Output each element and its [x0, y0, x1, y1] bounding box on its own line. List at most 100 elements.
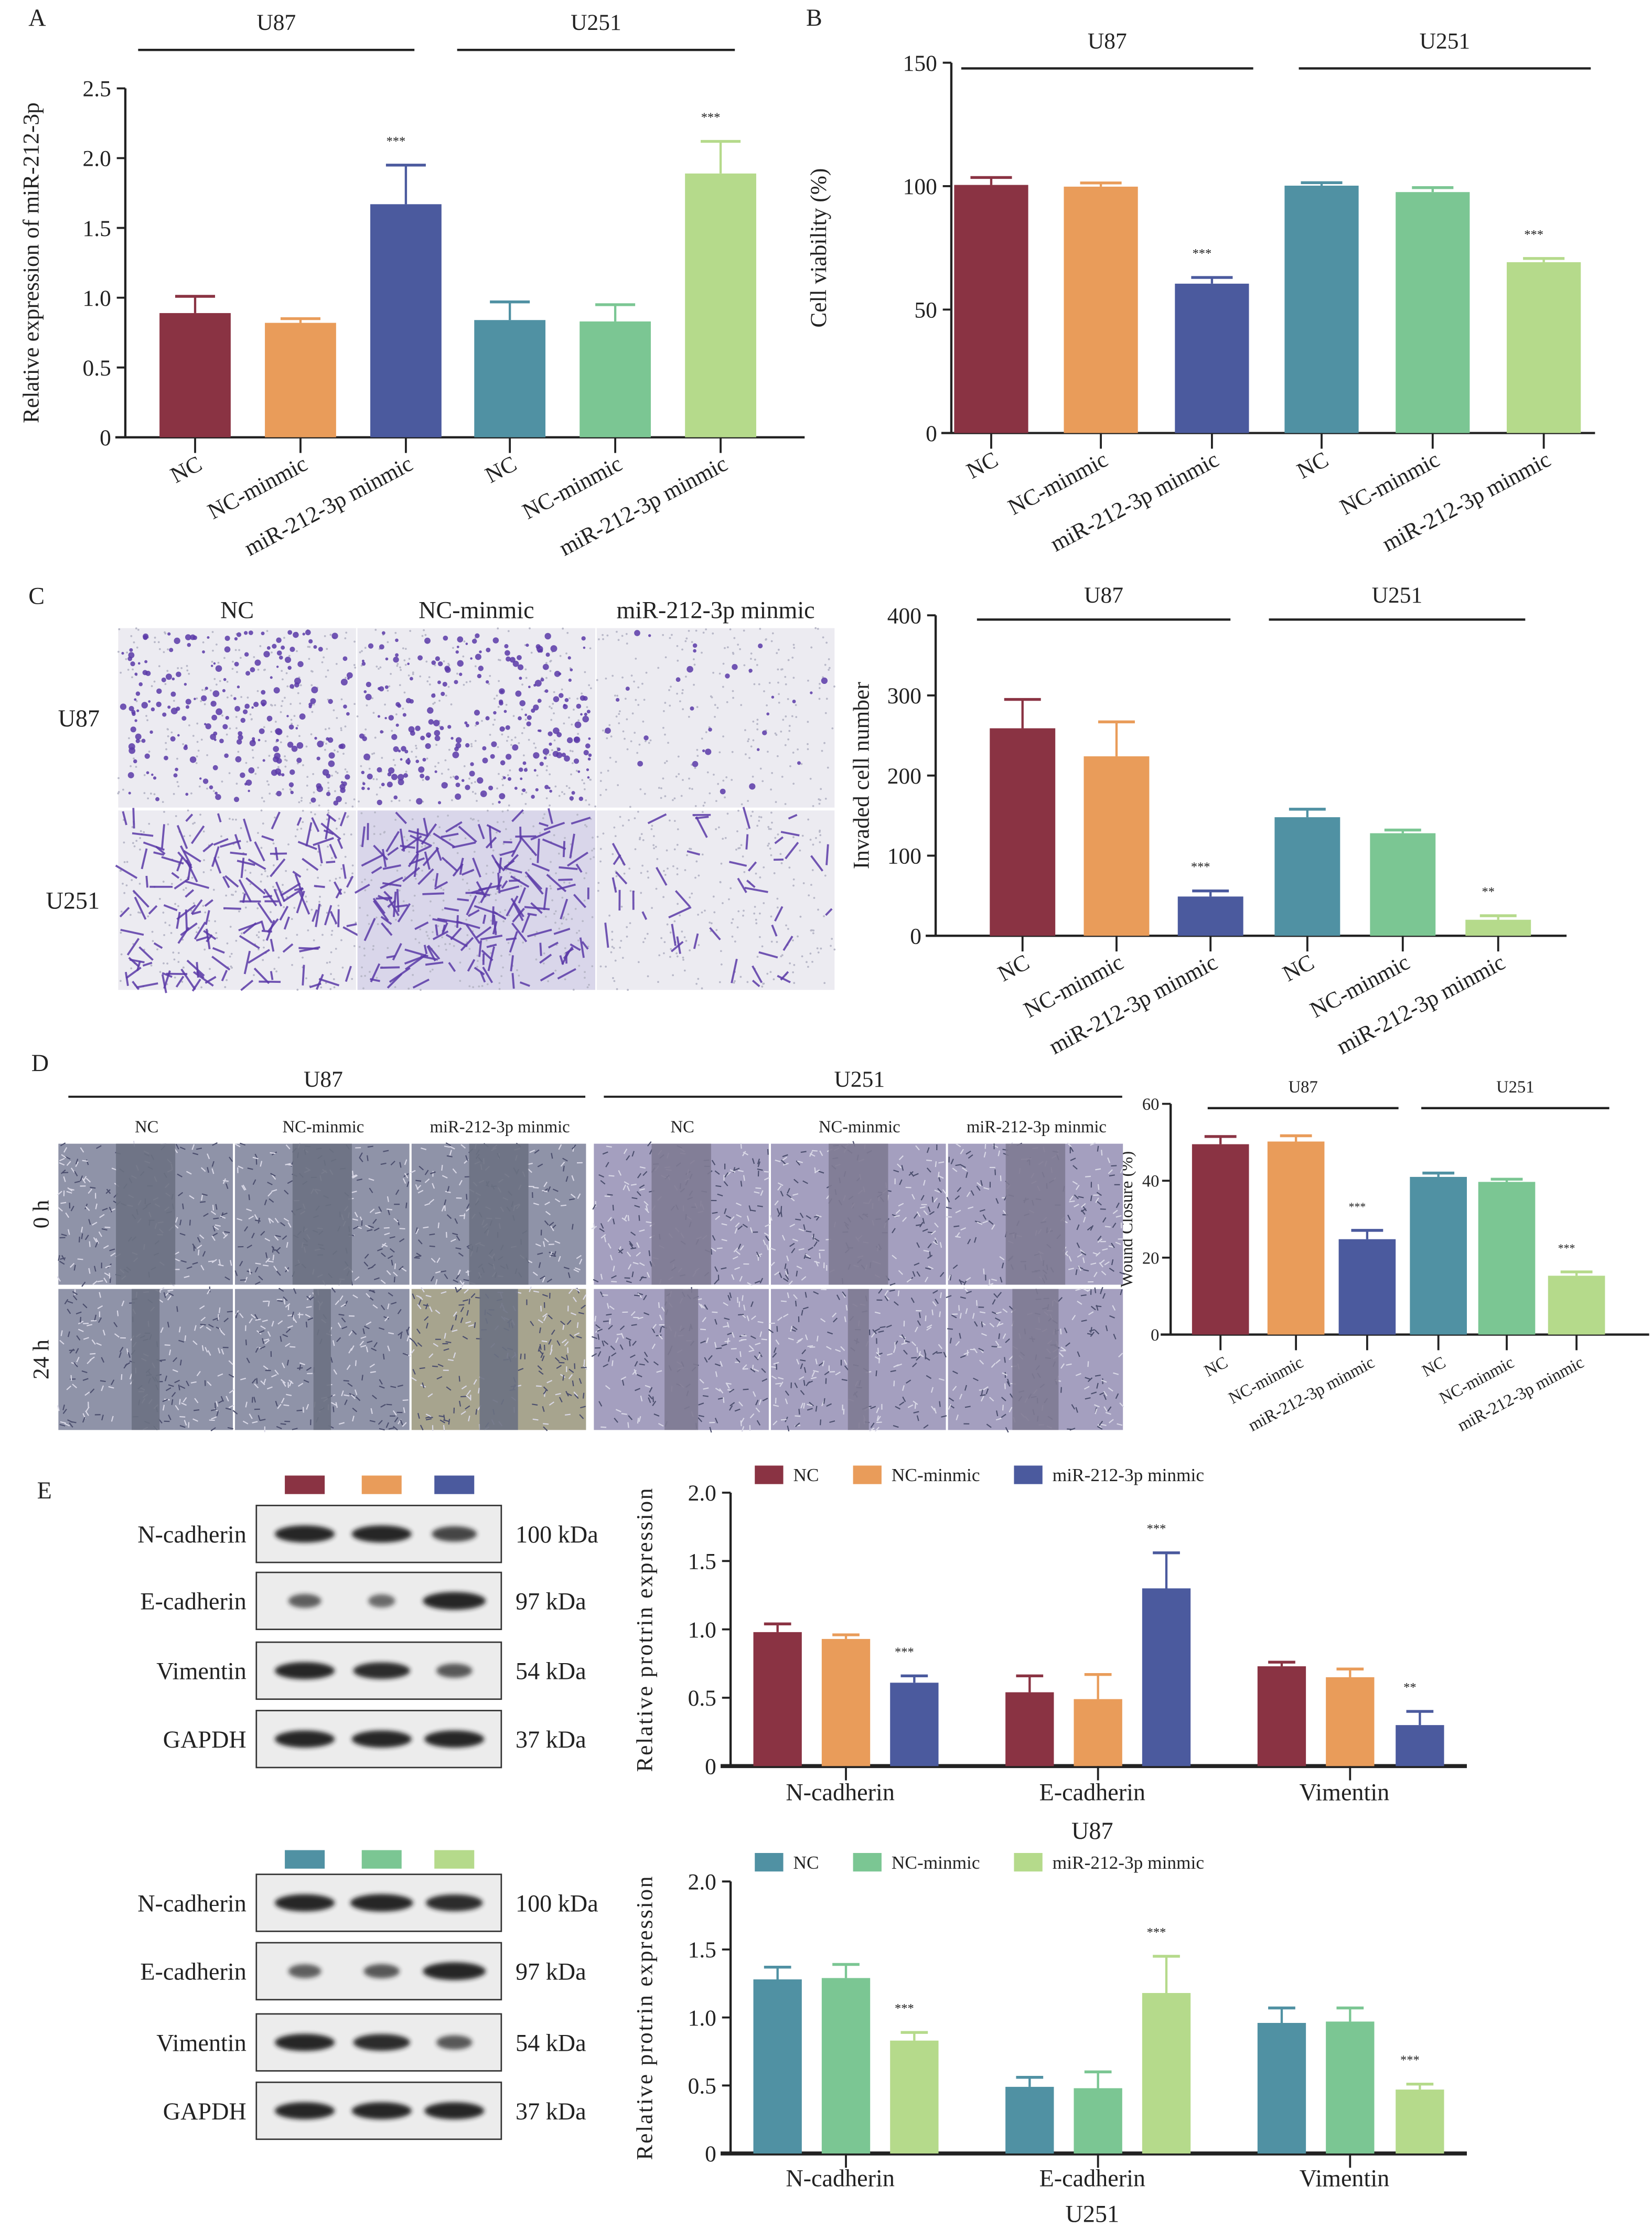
pore-dot: [430, 900, 432, 903]
cell-texture: [538, 1346, 541, 1352]
pore-dot: [791, 657, 794, 659]
column-label: NC: [220, 597, 254, 624]
pore-dot: [447, 685, 450, 688]
pore-dot: [196, 722, 199, 725]
stained-cell: [135, 733, 142, 740]
pore-dot: [120, 870, 122, 872]
pore-dot: [264, 870, 266, 872]
stained-cell: [377, 767, 382, 773]
pore-dot: [797, 748, 799, 751]
stained-cell: [514, 787, 518, 790]
stained-cell: [144, 753, 150, 759]
stained-cell: [524, 871, 543, 890]
cell-texture: [389, 1236, 395, 1239]
stained-cell: [461, 869, 475, 876]
stained-cell: [167, 632, 171, 636]
cell-texture: [85, 1406, 90, 1412]
cell-texture: [282, 1381, 286, 1387]
pore-dot: [241, 932, 243, 935]
cell-texture: [780, 1300, 787, 1302]
pore-dot: [358, 946, 361, 948]
pore-dot: [756, 719, 759, 721]
cell-texture: [272, 1255, 275, 1261]
cell-texture: [123, 1363, 128, 1369]
stained-cell: [467, 959, 476, 972]
stained-cell: [545, 652, 550, 657]
pore-dot: [289, 788, 292, 790]
pore-dot: [131, 676, 133, 679]
cell-texture: [749, 1227, 753, 1233]
stained-cell: [340, 781, 344, 784]
pore-dot: [271, 651, 273, 654]
stained-cell: [412, 978, 430, 989]
pore-dot: [532, 825, 535, 828]
cell-texture: [631, 1151, 635, 1157]
stained-cell: [161, 677, 166, 682]
pore-dot: [296, 989, 299, 991]
cell-texture: [435, 1309, 441, 1314]
pore-dot: [511, 738, 513, 741]
pore-dot: [672, 799, 674, 801]
pore-dot: [549, 754, 551, 756]
stained-cell: [316, 785, 323, 792]
pore-dot: [362, 987, 364, 990]
cell-texture: [274, 1217, 279, 1224]
stained-cell: [586, 768, 589, 772]
pore-dot: [694, 876, 696, 879]
pore-dot: [666, 849, 668, 852]
cell-texture: [267, 1192, 273, 1197]
cell-texture: [224, 1276, 230, 1281]
pore-dot: [374, 629, 377, 631]
cell-texture: [577, 1193, 581, 1199]
cell-texture: [706, 1337, 709, 1344]
stained-cell: [245, 671, 251, 676]
stained-cell: [539, 942, 542, 956]
cell-texture: [432, 1183, 435, 1189]
cell-texture: [74, 1171, 78, 1176]
bar: [1370, 833, 1436, 936]
cell-texture: [742, 1224, 748, 1228]
pore-dot: [327, 787, 330, 789]
cell-texture: [104, 1226, 111, 1228]
pore-dot: [605, 788, 607, 791]
stained-cell: [276, 790, 282, 797]
cell-texture: [258, 1415, 261, 1421]
pore-dot: [581, 692, 583, 695]
cell-texture: [431, 1258, 436, 1263]
stained-cell: [384, 685, 389, 689]
stained-cell: [493, 711, 497, 715]
pore-dot: [828, 667, 831, 669]
cell-texture: [714, 1170, 720, 1175]
cell-texture: [757, 1161, 761, 1167]
pore-dot: [374, 736, 377, 739]
stained-cell: [156, 701, 162, 708]
cell-texture: [212, 1142, 218, 1146]
pore-dot: [495, 893, 497, 895]
cell-texture: [560, 1321, 565, 1325]
pore-dot: [252, 756, 254, 759]
pore-dot: [217, 856, 220, 859]
cell-texture: [254, 1314, 259, 1320]
pore-dot: [188, 724, 190, 726]
pore-dot: [260, 880, 262, 883]
pore-dot: [372, 948, 374, 951]
cell-texture: [554, 1198, 561, 1203]
cell-texture: [281, 1398, 285, 1404]
stained-cell: [495, 860, 505, 872]
cell-texture: [249, 1318, 253, 1324]
stained-cell: [570, 668, 573, 672]
pore-dot: [229, 926, 232, 928]
cell-texture: [558, 1144, 562, 1150]
pore-dot: [547, 980, 549, 982]
pore-dot: [752, 720, 755, 723]
cell-texture: [91, 1339, 96, 1345]
stained-cell: [732, 664, 738, 670]
pore-dot: [776, 897, 779, 900]
stained-cell: [286, 715, 289, 717]
cell-texture: [218, 1259, 221, 1266]
cell-texture: [100, 1380, 106, 1383]
cell-texture: [199, 1234, 205, 1239]
cell-texture: [171, 1399, 174, 1405]
cell-texture: [237, 1218, 243, 1221]
